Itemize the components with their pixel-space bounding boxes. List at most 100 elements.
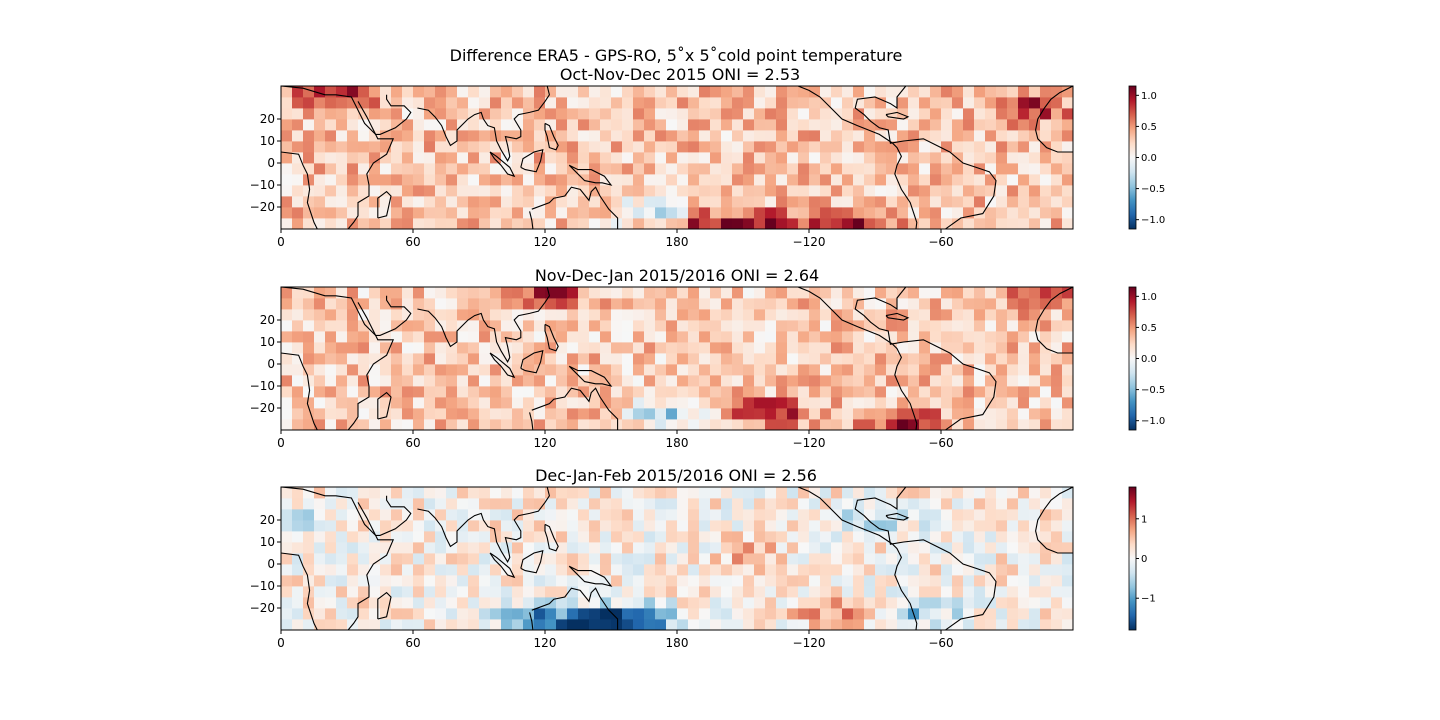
heatmap-cell [1040, 364, 1052, 376]
heatmap-cell [501, 619, 513, 630]
heatmap-cell [952, 152, 964, 164]
heatmap-cell [974, 487, 986, 499]
heatmap-cell [930, 597, 942, 609]
heatmap-cell [490, 163, 502, 175]
heatmap-cell [611, 520, 623, 532]
heatmap-cell [281, 509, 293, 521]
heatmap-cell [941, 586, 953, 598]
heatmap-cell [446, 207, 458, 219]
heatmap-cell [765, 353, 777, 365]
heatmap-cell [941, 97, 953, 109]
heatmap-cell [765, 207, 777, 219]
heatmap-cell [457, 97, 469, 109]
heatmap-cell [523, 419, 535, 430]
heatmap-cell [721, 331, 733, 343]
heatmap-cell [952, 364, 964, 376]
heatmap-cell [336, 564, 348, 576]
heatmap-cell [787, 119, 799, 131]
heatmap-cell [820, 597, 832, 609]
heatmap-cell [523, 207, 535, 219]
heatmap-cell [765, 487, 777, 499]
heatmap-cell [479, 342, 491, 354]
heatmap-cell [644, 331, 656, 343]
heatmap-cell [941, 218, 953, 229]
heatmap-cell [578, 86, 590, 98]
heatmap-cell [1007, 207, 1019, 219]
heatmap-cell [479, 364, 491, 376]
heatmap-cell [523, 542, 535, 554]
heatmap-cell [567, 353, 579, 365]
heatmap-cell [479, 553, 491, 565]
heatmap-cell [787, 487, 799, 499]
heatmap-cell [721, 207, 733, 219]
heatmap-cell [457, 130, 469, 142]
heatmap-cell [446, 487, 458, 499]
heatmap-cell [435, 174, 447, 186]
heatmap-cell [314, 119, 326, 131]
heatmap-cell [853, 619, 865, 630]
heatmap-cell [358, 86, 370, 98]
heatmap-cell [732, 152, 744, 164]
heatmap-cell [732, 287, 744, 299]
heatmap-cell [567, 86, 579, 98]
heatmap-cell [765, 174, 777, 186]
heatmap-cell [886, 174, 898, 186]
heatmap-cell [281, 207, 293, 219]
heatmap-cell [974, 419, 986, 430]
heatmap-cell [380, 97, 392, 109]
heatmap-cell [787, 320, 799, 332]
heatmap-cell [435, 397, 447, 409]
heatmap-cell [721, 487, 733, 499]
heatmap-cell [534, 586, 546, 598]
heatmap-cell [798, 152, 810, 164]
heatmap-cell [820, 320, 832, 332]
heatmap-cell [798, 575, 810, 587]
heatmap-cell [600, 419, 612, 430]
heatmap-cell [490, 196, 502, 208]
heatmap-cell [380, 331, 392, 343]
heatmap-cell [380, 575, 392, 587]
heatmap-cell [996, 196, 1008, 208]
heatmap-cell [325, 608, 337, 620]
heatmap-cell [600, 287, 612, 299]
heatmap-cell [512, 531, 524, 543]
heatmap-cell [534, 487, 546, 499]
heatmap-cell [644, 353, 656, 365]
heatmap-cell [897, 218, 909, 229]
heatmap-cell [644, 364, 656, 376]
heatmap-cell [1007, 386, 1019, 398]
heatmap-cell [567, 130, 579, 142]
heatmap-cell [732, 207, 744, 219]
heatmap-cell [941, 119, 953, 131]
heatmap-cell [787, 364, 799, 376]
heatmap-cell [633, 619, 645, 630]
heatmap-cell [1062, 185, 1073, 197]
heatmap-cell [765, 575, 777, 587]
heatmap-cell [831, 353, 843, 365]
heatmap-cell [545, 520, 557, 532]
heatmap-cell [369, 397, 381, 409]
heatmap-cell [435, 487, 447, 499]
heatmap-cell [809, 575, 821, 587]
heatmap-cell [886, 397, 898, 409]
heatmap-cell [633, 509, 645, 521]
heatmap-cell [897, 564, 909, 576]
heatmap-cell [512, 207, 524, 219]
heatmap-cell [1029, 152, 1041, 164]
heatmap-cell [1062, 174, 1073, 186]
heatmap-cell [413, 364, 425, 376]
heatmap-cell [809, 331, 821, 343]
heatmap-cell [963, 207, 975, 219]
heatmap-cell [710, 174, 722, 186]
heatmap-cell [732, 196, 744, 208]
heatmap-cell [688, 141, 700, 153]
heatmap-cell [281, 218, 293, 229]
heatmap-cell [853, 386, 865, 398]
heatmap-cell [787, 174, 799, 186]
heatmap-cell [380, 553, 392, 565]
heatmap-cell [1062, 419, 1073, 430]
heatmap-cell [941, 553, 953, 565]
heatmap-cell [831, 419, 843, 430]
heatmap-cell [1018, 152, 1030, 164]
heatmap-cell [721, 408, 733, 420]
